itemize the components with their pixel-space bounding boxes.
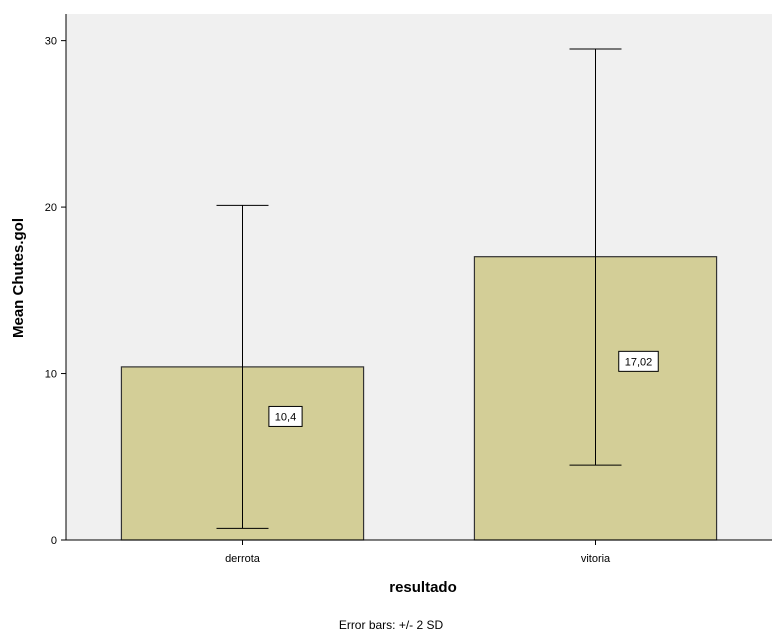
data-label-vitoria: 17,02 [625,356,653,368]
y-tick-label-0: 0 [51,535,57,547]
y-tick-label-10: 10 [45,369,57,381]
error-bars-footnote: Error bars: +/- 2 SD [339,618,444,632]
y-axis-title: Mean Chutes.gol [10,218,27,338]
x-tick-label-derrota: derrota [225,553,261,565]
x-ticks-group: derrota vitoria [225,540,611,565]
y-ticks-group: 0 10 20 30 [45,36,66,547]
data-label-box-vitoria [618,350,659,372]
data-label-derrota: 10,4 [275,411,296,423]
y-tick-label-20: 20 [45,202,57,214]
x-axis-title: resultado [389,579,457,596]
y-tick-label-30: 30 [45,36,57,48]
error-bars-group [216,48,622,529]
data-labels-group: 10,4 17,02 [268,350,659,427]
x-tick-label-vitoria: vitoria [581,553,611,565]
data-label-box-derrota [268,405,303,427]
